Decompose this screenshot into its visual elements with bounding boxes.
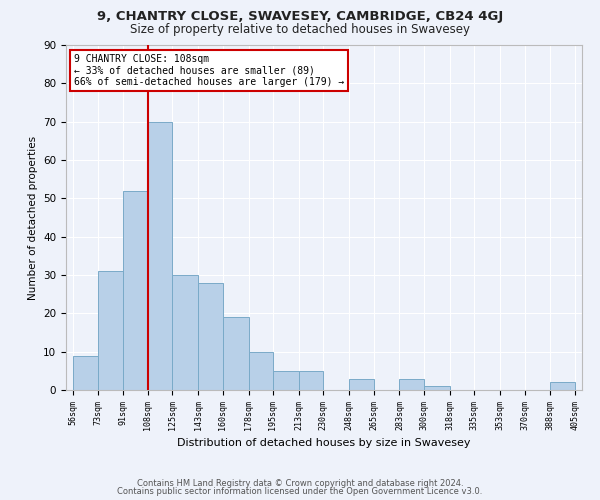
Bar <box>73 356 98 390</box>
Text: 9 CHANTRY CLOSE: 108sqm
← 33% of detached houses are smaller (89)
66% of semi-de: 9 CHANTRY CLOSE: 108sqm ← 33% of detache… <box>74 54 344 87</box>
Text: 9, CHANTRY CLOSE, SWAVESEY, CAMBRIDGE, CB24 4GJ: 9, CHANTRY CLOSE, SWAVESEY, CAMBRIDGE, C… <box>97 10 503 23</box>
Text: Contains public sector information licensed under the Open Government Licence v3: Contains public sector information licen… <box>118 487 482 496</box>
X-axis label: Distribution of detached houses by size in Swavesey: Distribution of detached houses by size … <box>177 438 471 448</box>
Bar <box>424 386 450 390</box>
Bar <box>550 382 575 390</box>
Y-axis label: Number of detached properties: Number of detached properties <box>28 136 38 300</box>
Bar <box>349 378 374 390</box>
Bar <box>400 378 424 390</box>
Text: Contains HM Land Registry data © Crown copyright and database right 2024.: Contains HM Land Registry data © Crown c… <box>137 478 463 488</box>
Bar <box>124 190 148 390</box>
Bar <box>223 317 248 390</box>
Bar <box>198 282 223 390</box>
Bar <box>248 352 273 390</box>
Bar <box>299 371 323 390</box>
Bar <box>148 122 172 390</box>
Bar <box>98 271 124 390</box>
Bar <box>273 371 299 390</box>
Bar <box>172 275 198 390</box>
Text: Size of property relative to detached houses in Swavesey: Size of property relative to detached ho… <box>130 22 470 36</box>
